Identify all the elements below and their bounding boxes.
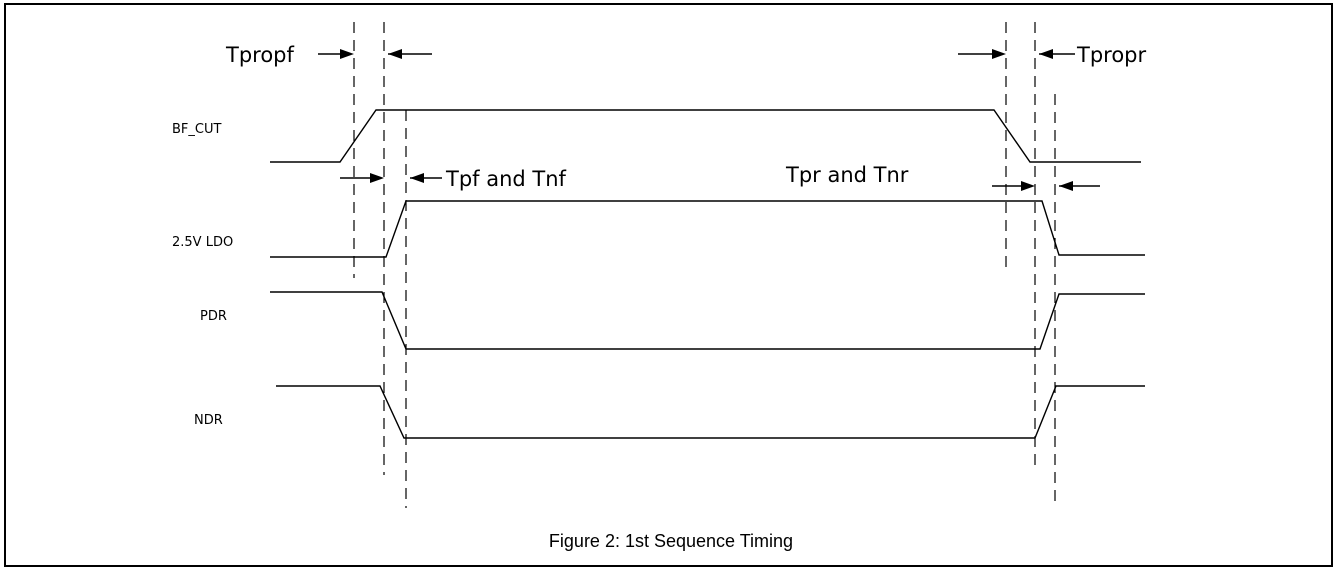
signal-label-pdr: PDR — [200, 309, 227, 324]
signal-label-ldo: 2.5V LDO — [172, 235, 233, 250]
waveform-pdr — [270, 291, 1145, 350]
reference-lines — [353, 22, 1056, 508]
timing-label-tpf-tnf: Tpf and Tnf — [445, 167, 567, 191]
waveform-ldo — [270, 200, 1145, 258]
tpf-tnf-arrows — [340, 173, 442, 183]
tpropf-arrows — [318, 49, 432, 59]
waveform-bf-cut — [270, 109, 1141, 163]
tpr-tnr-arrows — [992, 181, 1100, 191]
tpropr-arrows — [958, 49, 1075, 59]
figure-caption: Figure 2: 1st Sequence Timing — [549, 531, 793, 551]
timing-label-tpropr: Tpropr — [1076, 43, 1147, 67]
signal-label-bf-cut: BF_CUT — [172, 122, 221, 137]
waveform-ndr — [276, 385, 1145, 439]
timing-label-tpr-tnr: Tpr and Tnr — [785, 163, 909, 187]
timing-label-tpropf: Tpropf — [225, 43, 295, 67]
signal-label-ndr: NDR — [194, 413, 223, 428]
diagram-frame — [4, 3, 1333, 567]
